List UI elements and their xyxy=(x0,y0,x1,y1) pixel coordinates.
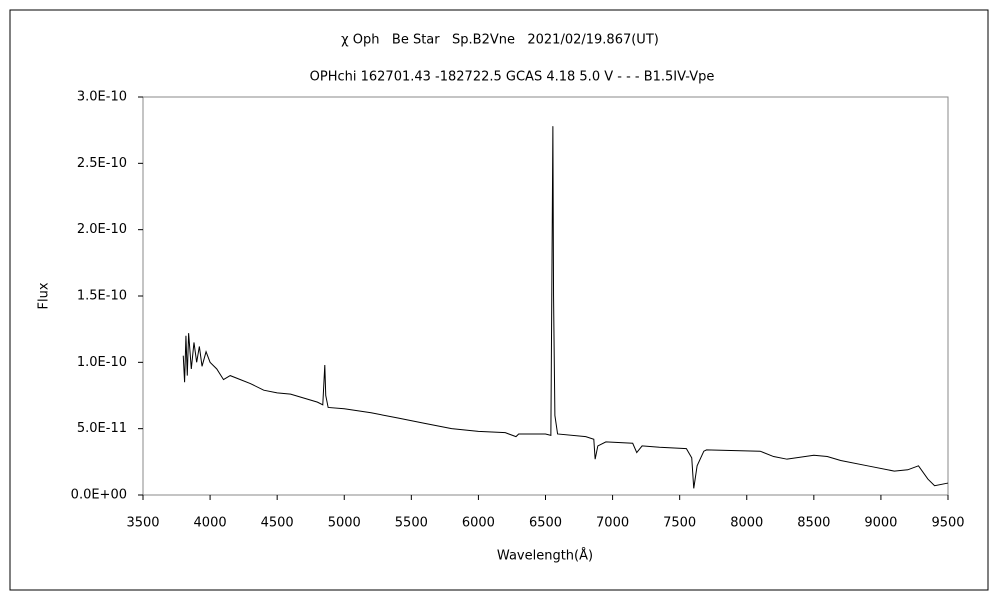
x-tick-label: 9500 xyxy=(931,516,964,531)
y-tick-label: 1.0E-10 xyxy=(77,355,127,370)
x-tick-label: 6500 xyxy=(529,516,562,531)
x-tick-label: 7000 xyxy=(596,516,629,531)
x-tick-label: 3500 xyxy=(126,516,159,531)
y-tick-label: 5.0E-11 xyxy=(77,421,127,436)
y-tick-label: 2.0E-10 xyxy=(77,222,127,237)
chart-frame xyxy=(9,9,989,591)
x-tick-label: 7500 xyxy=(663,516,696,531)
x-tick-label: 8000 xyxy=(730,516,763,531)
y-axis-label: Flux xyxy=(37,282,52,309)
y-tick-label: 0.0E+00 xyxy=(71,488,127,503)
y-tick-label: 3.0E-10 xyxy=(77,90,127,105)
y-tick-label: 1.5E-10 xyxy=(77,289,127,304)
x-tick-label: 5000 xyxy=(328,516,361,531)
chart-subtitle: OPHchi 162701.43 -182722.5 GCAS 4.18 5.0… xyxy=(310,70,715,85)
chart-title: χ Oph Be Star Sp.B2Vne 2021/02/19.867(UT… xyxy=(341,33,659,48)
y-tick-label: 2.5E-10 xyxy=(77,156,127,171)
x-axis-label: Wavelength(Å) xyxy=(497,548,593,564)
spectrum-line xyxy=(182,126,949,489)
x-tick-label: 4000 xyxy=(194,516,227,531)
x-tick-label: 6000 xyxy=(462,516,495,531)
x-tick-label: 4500 xyxy=(261,516,294,531)
x-tick-label: 5500 xyxy=(395,516,428,531)
x-tick-label: 9000 xyxy=(864,516,897,531)
x-tick-label: 8500 xyxy=(797,516,830,531)
